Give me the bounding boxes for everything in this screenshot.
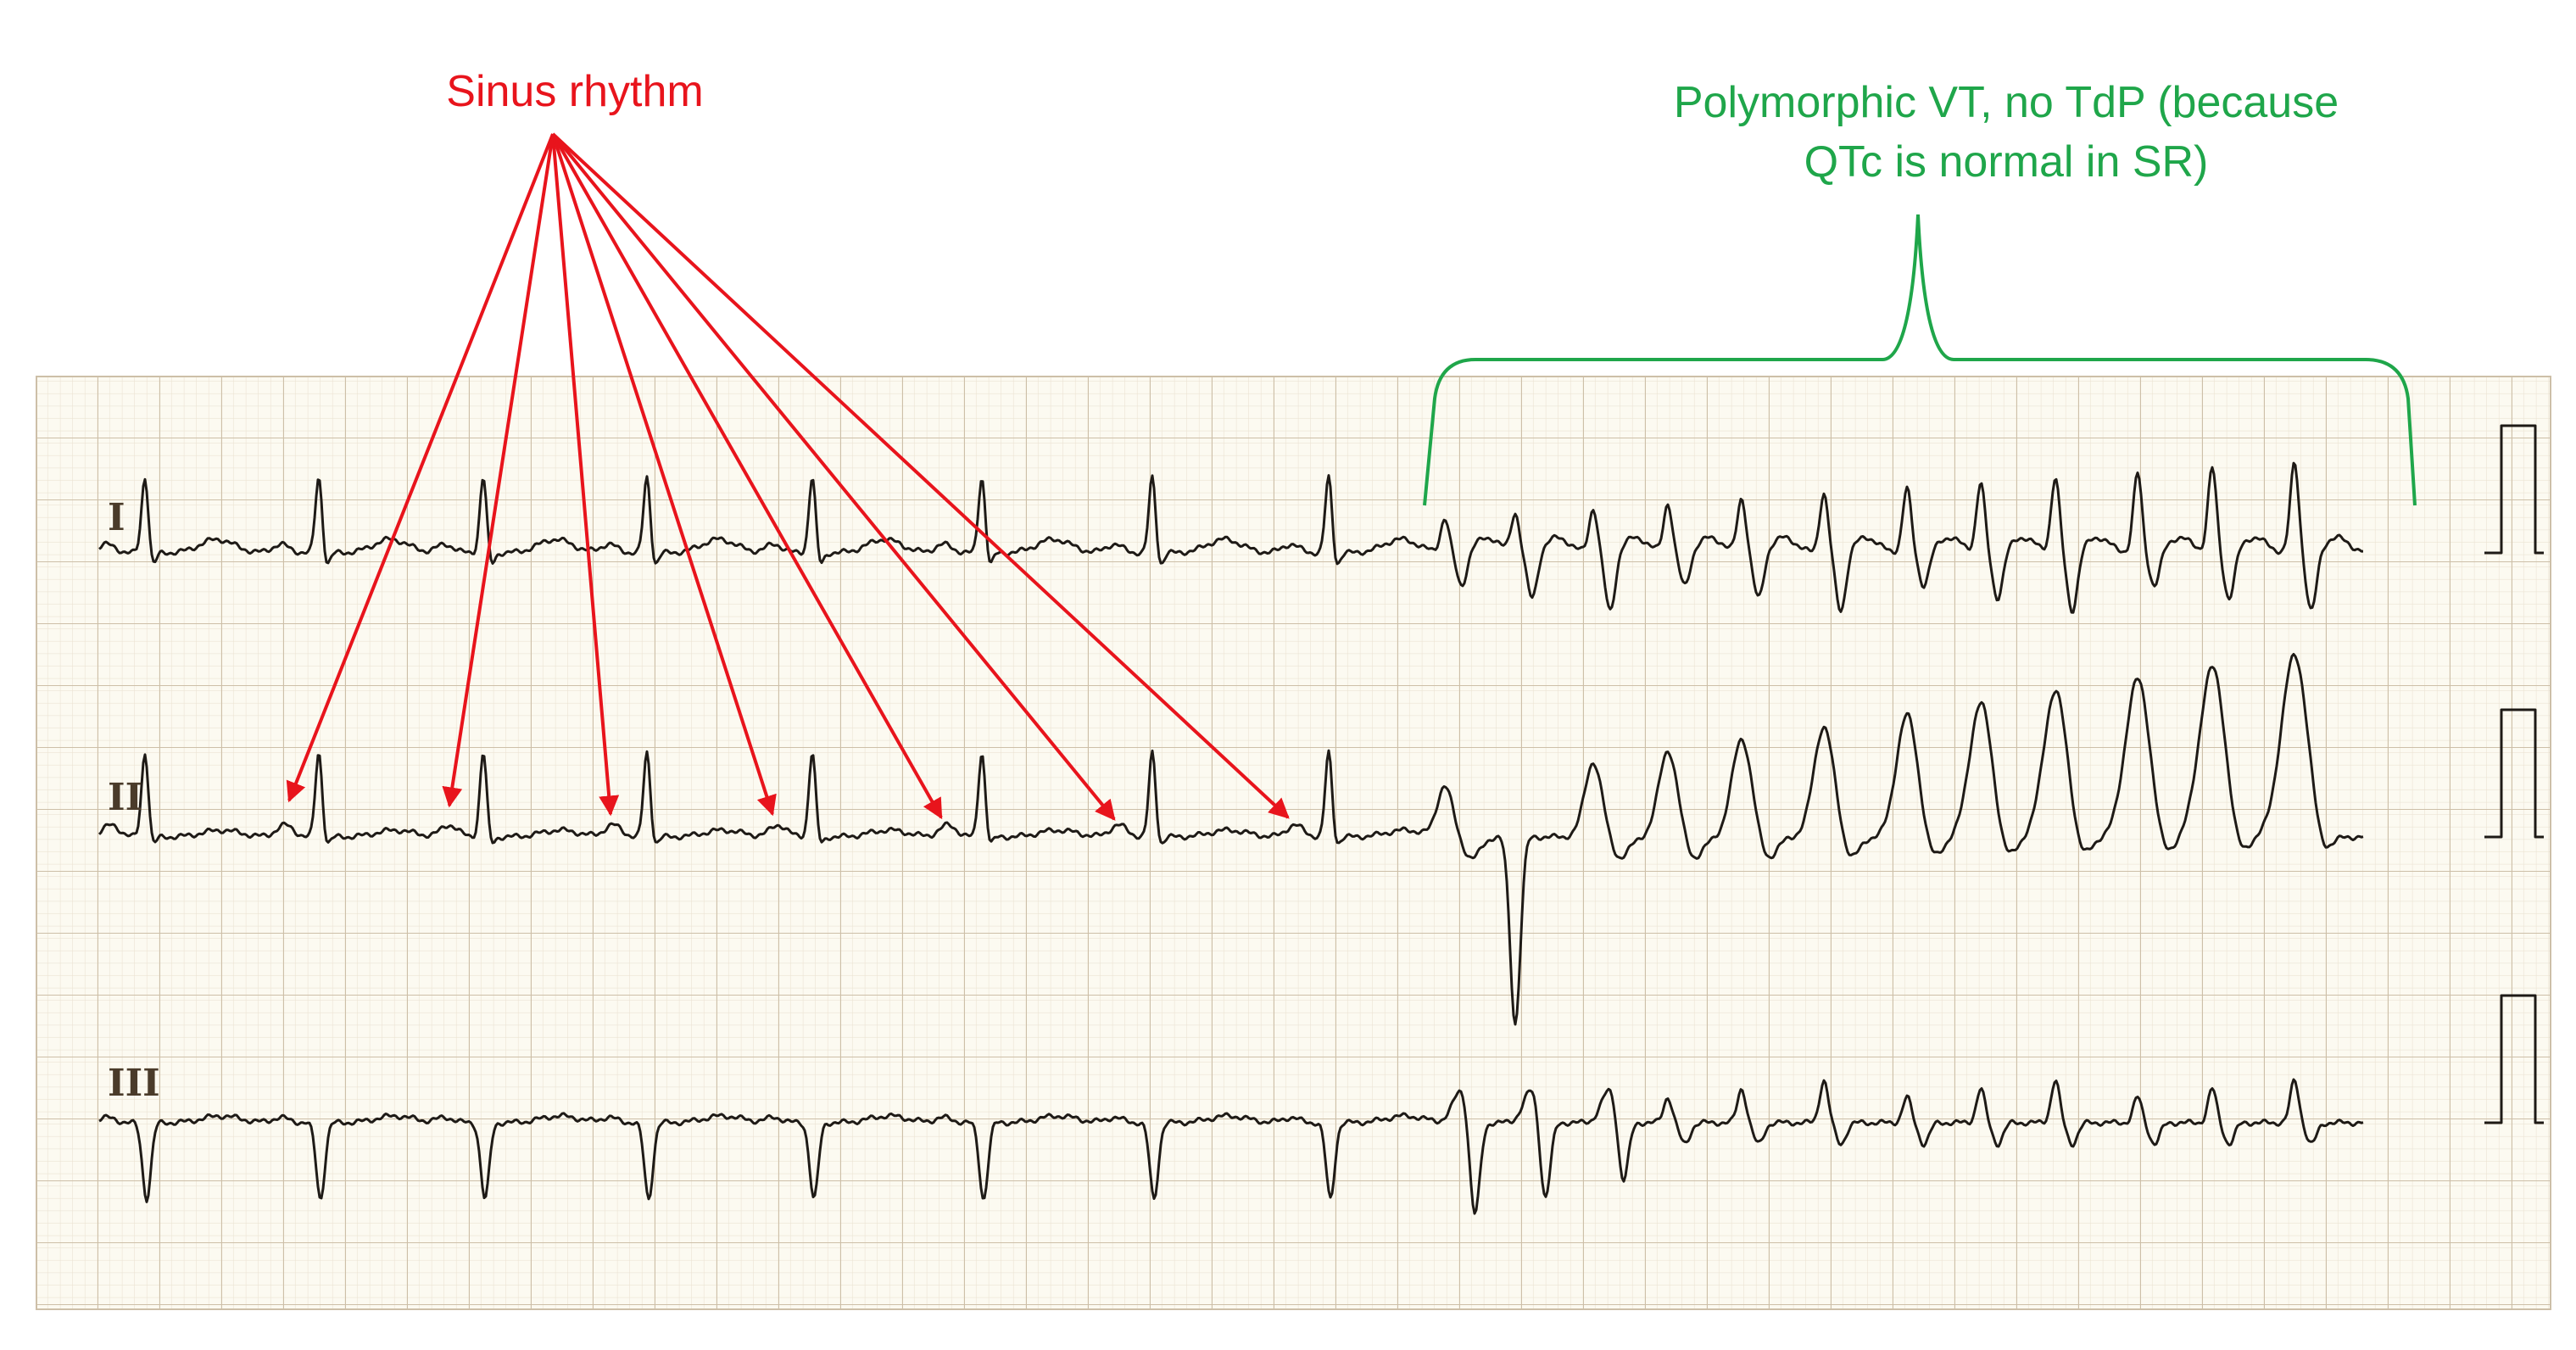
sinus-arrow	[551, 133, 620, 817]
sinus-arrow	[551, 133, 777, 817]
vt-label: Polymorphic VT, no TdP (because	[1674, 78, 2339, 127]
traces	[98, 424, 2544, 1215]
lead-label: III	[108, 1062, 160, 1105]
calibration-pulse	[2484, 424, 2544, 555]
lead-label: II	[108, 776, 142, 819]
ecg-trace	[98, 653, 2364, 1026]
sinus-arrow	[551, 132, 1290, 819]
lead-label: I	[108, 496, 125, 539]
ecg-grid	[36, 376, 2551, 1310]
calibration-pulse	[2484, 708, 2544, 839]
sinus-arrow	[286, 133, 555, 803]
sinus-arrow	[551, 133, 943, 820]
ecg-trace	[98, 1078, 2364, 1215]
sinus-arrow	[551, 132, 1116, 821]
calibration-pulse	[2484, 994, 2544, 1124]
sinus-arrows	[286, 132, 1290, 821]
vt-label: QTc is normal in SR)	[1804, 137, 2209, 187]
vt-bracket	[1423, 214, 2417, 506]
sinus-arrow	[442, 133, 555, 808]
ecg-trace	[98, 461, 2363, 614]
sinus-label: Sinus rhythm	[446, 67, 703, 116]
